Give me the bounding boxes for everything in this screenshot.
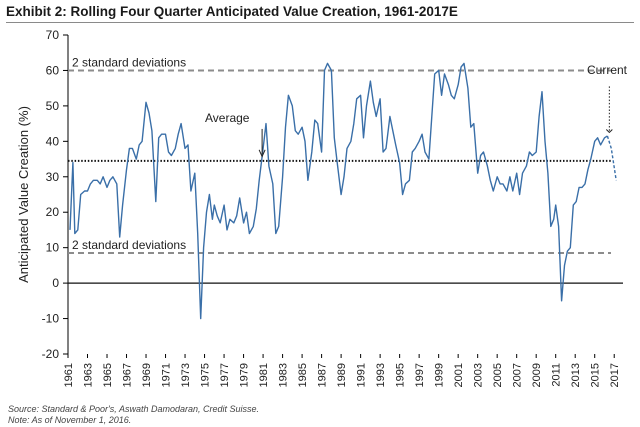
y-tick-label: 40 bbox=[46, 134, 60, 148]
x-tick-label: 2017 bbox=[609, 363, 621, 387]
y-tick-label: 20 bbox=[46, 205, 60, 219]
x-tick-label: 1965 bbox=[102, 363, 114, 387]
x-tick-label: 1989 bbox=[336, 363, 348, 387]
x-tick-label: 1985 bbox=[297, 363, 309, 387]
x-tick-label: 2007 bbox=[512, 363, 524, 387]
x-tick-label: 1961 bbox=[63, 363, 75, 387]
y-tick-label: 10 bbox=[46, 241, 60, 255]
x-tick-label: 1973 bbox=[180, 363, 192, 387]
average-arrow-head bbox=[258, 149, 266, 158]
as-of-note: Note: As of November 1, 2016. bbox=[8, 415, 132, 425]
x-tick-label: 2009 bbox=[531, 363, 543, 387]
x-tick-label: 1987 bbox=[317, 363, 329, 387]
reference-lines bbox=[68, 69, 611, 254]
x-tick-label: 2011 bbox=[551, 363, 563, 387]
x-tick-label: 1999 bbox=[434, 363, 446, 387]
x-tick-label: 1993 bbox=[375, 363, 387, 387]
chart-labels: 2 standard deviations 2 standard deviatio… bbox=[72, 55, 628, 252]
y-axis-title: Anticipated Value Creation (%) bbox=[16, 106, 31, 283]
x-tick-label: 1969 bbox=[141, 363, 153, 387]
x-tick-label: 1967 bbox=[122, 363, 134, 387]
y-tick-label: -20 bbox=[42, 347, 60, 361]
x-tick-label: 1997 bbox=[414, 363, 426, 387]
current-label: Current bbox=[587, 63, 628, 77]
x-tick-label: 1995 bbox=[395, 363, 407, 387]
projection-line bbox=[606, 135, 617, 181]
source-note: Source: Standard & Poor's, Aswath Damoda… bbox=[8, 404, 260, 414]
average-label: Average bbox=[205, 111, 250, 125]
x-tick-label: 2015 bbox=[590, 363, 602, 387]
series-lines bbox=[69, 62, 617, 320]
x-tick-label: 2005 bbox=[492, 363, 504, 387]
y-tick-label: 30 bbox=[46, 170, 60, 184]
title-rule bbox=[6, 22, 634, 23]
x-tick-label: 1975 bbox=[200, 363, 212, 387]
x-tick-label: 1963 bbox=[83, 363, 95, 387]
x-tick-label: 2003 bbox=[473, 363, 485, 387]
x-tick-label: 1971 bbox=[161, 363, 173, 387]
current-arrow-head bbox=[605, 129, 613, 134]
x-tick-label: 1977 bbox=[219, 363, 231, 387]
y-tick-label: 70 bbox=[46, 28, 60, 42]
x-tick-label: 1983 bbox=[278, 363, 290, 387]
x-tick-label: 1979 bbox=[239, 363, 251, 387]
upper-band-label: 2 standard deviations bbox=[72, 55, 186, 69]
lower-band-label: 2 standard deviations bbox=[72, 238, 186, 252]
y-tick-label: 60 bbox=[46, 63, 60, 77]
chart-title: Exhibit 2: Rolling Four Quarter Anticipa… bbox=[6, 4, 458, 19]
x-tick-label: 2013 bbox=[570, 363, 582, 387]
x-tick-label: 1981 bbox=[258, 363, 270, 387]
x-tick-label: 2001 bbox=[453, 363, 465, 387]
y-tick-label: 50 bbox=[46, 99, 60, 113]
y-tick-label: -10 bbox=[42, 312, 60, 326]
x-tick-label: 1991 bbox=[356, 363, 368, 387]
value-creation-line bbox=[69, 62, 608, 320]
y-tick-label: 0 bbox=[52, 276, 59, 290]
axes: -20 -10 0 10 20 30 40 50 60 70 1961 1963 1965 1967 196… bbox=[16, 28, 623, 387]
